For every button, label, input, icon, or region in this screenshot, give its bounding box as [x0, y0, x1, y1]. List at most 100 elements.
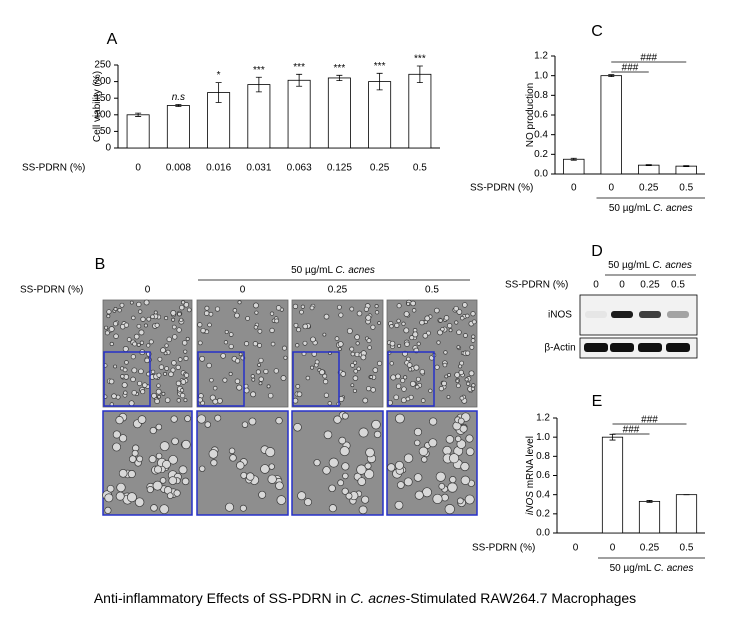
cell — [171, 324, 177, 330]
cell — [124, 360, 129, 365]
cell — [372, 367, 379, 373]
cell — [108, 326, 115, 333]
cell — [338, 436, 347, 445]
cell — [459, 360, 465, 366]
cell — [358, 427, 369, 438]
cell — [438, 385, 444, 392]
cell — [338, 312, 344, 318]
band — [666, 343, 690, 352]
cell — [274, 318, 280, 324]
cell — [133, 333, 140, 340]
cell — [336, 304, 342, 310]
cell — [342, 472, 349, 480]
cell — [175, 380, 182, 387]
cell — [300, 304, 305, 309]
cell — [144, 357, 150, 364]
bar — [247, 84, 271, 149]
cell — [449, 476, 457, 484]
cell — [228, 447, 236, 455]
x-tick-label: 0.125 — [327, 163, 352, 174]
panel-letter: B — [95, 256, 106, 273]
cell — [239, 504, 247, 512]
cell — [253, 325, 259, 330]
cell — [422, 487, 432, 498]
y-axis-label: NO production — [525, 83, 536, 147]
column-label: 0.25 — [640, 280, 660, 291]
cell — [401, 386, 407, 392]
cell — [151, 392, 157, 399]
cell — [236, 384, 243, 391]
significance-label: * — [217, 70, 221, 81]
cell — [106, 484, 115, 493]
cell — [210, 459, 218, 467]
x-axis-label: SS-PDRN (%) — [470, 183, 533, 194]
cell — [465, 447, 475, 456]
cell — [106, 309, 112, 315]
x-axis-label: SS-PDRN (%) — [22, 163, 85, 174]
cell — [323, 392, 330, 398]
cell — [185, 336, 190, 341]
cell — [204, 421, 212, 428]
error-bar — [376, 72, 383, 91]
cell — [420, 398, 426, 403]
cell — [134, 497, 145, 507]
cell — [158, 364, 165, 370]
cell — [163, 351, 168, 356]
cell — [115, 415, 124, 425]
bar — [408, 73, 432, 149]
cell — [251, 377, 256, 382]
cell — [115, 491, 125, 501]
cell — [154, 322, 160, 328]
cell — [469, 344, 475, 350]
cell — [334, 336, 340, 341]
y-axis-label-italic: iNOS — [525, 491, 536, 515]
cell — [395, 460, 404, 470]
cell — [408, 367, 413, 372]
cell — [157, 394, 161, 399]
cell — [260, 464, 270, 474]
group-label: 50 µg/mL C. acnes — [609, 203, 693, 214]
cell — [255, 369, 261, 375]
cell — [170, 415, 178, 423]
cell — [257, 343, 262, 348]
cell — [204, 305, 210, 311]
cell — [181, 439, 191, 450]
y-tick-label: 0.6 — [536, 470, 550, 481]
cell — [292, 303, 299, 309]
cell — [419, 319, 425, 326]
y-tick-label: 1.2 — [534, 51, 548, 62]
caption: Anti-inflammatory Effects of SS-PDRN in … — [0, 590, 730, 606]
x-tick-label: 0.5 — [413, 163, 427, 174]
cell — [273, 368, 279, 374]
cell — [441, 493, 449, 502]
cell — [146, 486, 154, 494]
cell — [229, 454, 237, 462]
cell — [136, 323, 142, 329]
cell — [106, 314, 111, 319]
cell — [180, 379, 187, 385]
cell — [341, 462, 350, 471]
cell — [104, 325, 109, 330]
column-label: 0 — [145, 285, 151, 296]
cell — [446, 323, 453, 329]
cell — [414, 439, 421, 447]
column-label: 0 — [593, 280, 599, 291]
bar — [638, 164, 660, 175]
cell — [457, 497, 464, 505]
cell — [434, 364, 440, 370]
cell — [445, 435, 455, 444]
band — [638, 343, 662, 352]
cell — [136, 301, 142, 308]
bar — [126, 114, 150, 149]
group-italic: C. acnes — [653, 203, 692, 214]
cell — [109, 341, 114, 346]
cell — [460, 461, 470, 472]
cell — [222, 377, 228, 383]
bar — [675, 165, 697, 175]
cell — [257, 363, 262, 367]
cell — [159, 504, 170, 515]
cell — [428, 388, 433, 393]
cell — [139, 340, 145, 345]
cell — [175, 364, 181, 370]
cell — [304, 498, 312, 507]
